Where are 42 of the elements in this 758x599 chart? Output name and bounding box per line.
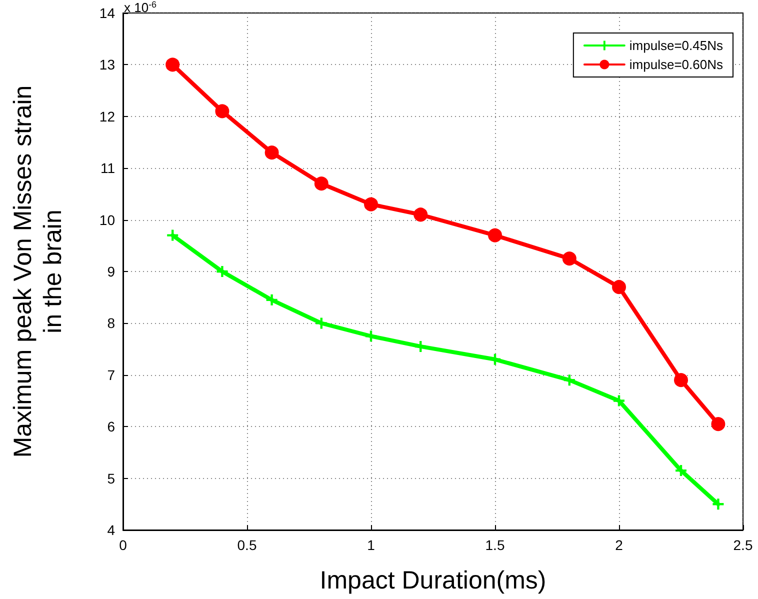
- point: [264, 146, 279, 160]
- x-axis-title: Impact Duration(ms): [320, 566, 546, 594]
- x-tick-label: 2.5: [733, 537, 753, 553]
- y-tick-label: 8: [107, 315, 116, 332]
- y-tick-label: 6: [107, 418, 116, 435]
- y-tick-label: 14: [99, 5, 116, 21]
- x-tick-label: 1: [367, 537, 376, 553]
- point: [215, 104, 230, 118]
- point: [414, 208, 428, 222]
- point: [166, 58, 180, 72]
- y-tick-label: 7: [107, 366, 116, 383]
- point: [562, 252, 576, 266]
- y-tick-label: 9: [107, 264, 116, 280]
- point: [711, 417, 726, 432]
- y-tick-label: 11: [100, 160, 116, 176]
- point: [415, 340, 426, 352]
- x-tick-label: 1.5: [485, 537, 505, 553]
- point: [676, 465, 686, 476]
- point: [314, 176, 328, 191]
- x-tick-label: 0.5: [237, 537, 257, 553]
- point: [712, 498, 724, 510]
- y-tick-label: 10: [99, 212, 116, 228]
- x-tick-label: 2: [615, 537, 624, 553]
- point: [612, 280, 626, 294]
- point: [266, 294, 278, 306]
- point: [614, 395, 624, 406]
- point: [167, 230, 178, 241]
- y-axis-title: Maximum peak Von Misses strain in the brain: [9, 85, 67, 458]
- point: [316, 318, 327, 329]
- point: [364, 197, 378, 212]
- point: [564, 374, 575, 386]
- legend-label: impulse=0.60Ns: [629, 57, 724, 72]
- point: [488, 228, 502, 242]
- y-tick-label: 12: [99, 108, 116, 124]
- y-tick-label: 4: [107, 522, 116, 538]
- y-tick-label: 5: [107, 470, 116, 486]
- point: [216, 266, 228, 277]
- point: [674, 373, 688, 388]
- x-tick-label: 0: [119, 537, 128, 553]
- legend-label: impulse=0.45Ns: [629, 38, 724, 53]
- point: [366, 330, 376, 342]
- y-tick-label: 13: [99, 56, 116, 73]
